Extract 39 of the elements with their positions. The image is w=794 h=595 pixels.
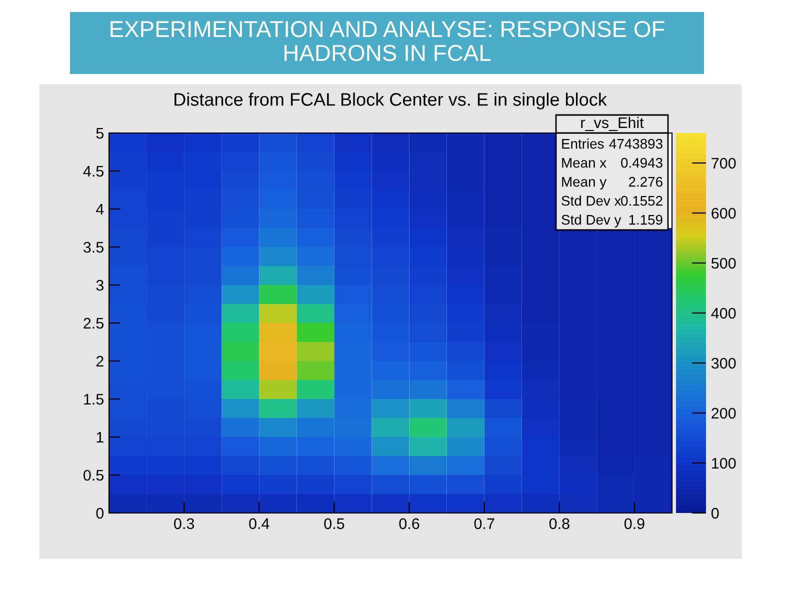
- y-tick-label: 4.5: [83, 166, 104, 177]
- text: r_vs_Ehit: [581, 116, 644, 131]
- x-tick-label: 0.4: [249, 518, 270, 530]
- y-tick-label: 3.5: [83, 242, 104, 253]
- x-tick-label: 0.9: [624, 518, 644, 530]
- y-tick-label: 0: [96, 508, 104, 519]
- y-tick-label: 0.5: [84, 470, 104, 481]
- x-tick-label: 0.3: [174, 518, 194, 530]
- color-bar-label: 100: [712, 458, 736, 469]
- y-tick-label: 2: [96, 356, 104, 367]
- annotation: Std Dev y: [562, 214, 622, 228]
- y-tick-label: 1.5: [84, 394, 104, 405]
- chart-title: EXPERIMENTATION AND ANALYSE: RESPONSE OF HADRONS IN FCAL: [110, 20, 664, 62]
- x-tick-label: 0.5: [324, 518, 344, 530]
- annotation: Entries: [562, 138, 604, 149]
- chart-subtitle: Distance from FCAL Block Center vs. E in single block: [174, 92, 607, 110]
- y-tick-label: 5: [96, 128, 104, 139]
- annotation: 1.159: [629, 214, 662, 225]
- y-tick-label: 4: [96, 204, 104, 215]
- color-bar-label: 600: [712, 208, 736, 219]
- x-tick-label: 0.8: [549, 518, 570, 530]
- color-bar-label: 300: [711, 358, 736, 369]
- annotation: Std Dev x: [562, 196, 622, 206]
- color-bar-label: 700: [712, 158, 736, 169]
- annotation: 2.276: [628, 176, 662, 187]
- color-bar-label: 500: [711, 258, 736, 269]
- annotation: 0.4943: [621, 158, 662, 168]
- annotation: 0.1552: [621, 196, 662, 206]
- color-bar-label: 0: [711, 508, 719, 519]
- color-bar-label: 400: [711, 308, 736, 319]
- x-tick-label: 0.6: [399, 518, 420, 530]
- y-tick-label: 2.5: [84, 318, 104, 329]
- y-tick-label: 3: [96, 280, 104, 291]
- y-tick-label: 1: [96, 432, 104, 443]
- annotation: Mean y: [562, 177, 607, 190]
- annotation: 4743893: [609, 138, 662, 149]
- x-tick-label: 0.7: [474, 518, 494, 530]
- annotation: Mean x: [562, 158, 606, 168]
- color-bar-label: 200: [712, 408, 736, 419]
